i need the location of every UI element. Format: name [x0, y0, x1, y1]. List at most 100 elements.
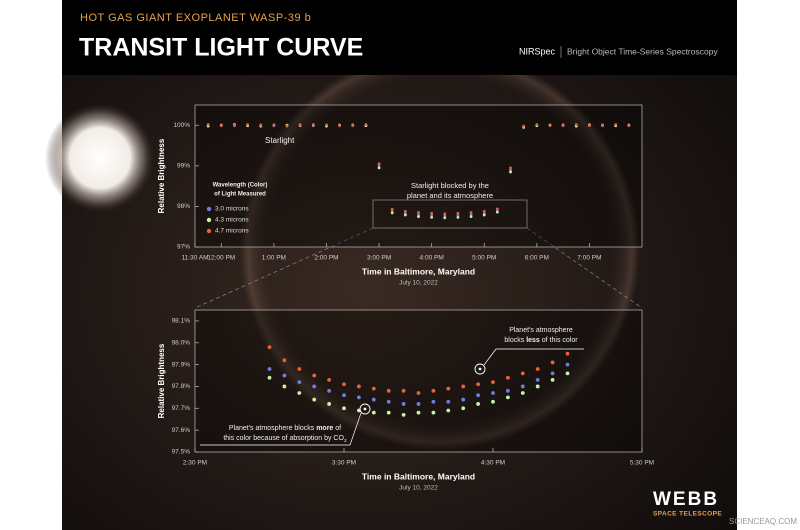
star-glow	[45, 103, 155, 213]
data-point	[351, 123, 355, 127]
data-point	[297, 367, 302, 371]
data-point	[469, 211, 473, 214]
data-point	[601, 123, 604, 127]
x-tick-label: 7:00 PM	[577, 255, 601, 262]
callout-circle	[474, 363, 486, 375]
data-point	[297, 391, 302, 395]
data-point	[491, 391, 495, 395]
logo-tagline: SPACE TELESCOPE	[653, 511, 722, 518]
data-point	[461, 397, 466, 402]
data-point	[327, 388, 331, 393]
data-point	[325, 123, 328, 127]
data-point	[520, 384, 525, 389]
annotation: this color because of absorption by CO2	[223, 435, 347, 444]
legend-title: Wavelength (Color)	[213, 183, 268, 189]
y-tick-label: 97.9%	[172, 361, 191, 368]
data-point	[456, 213, 460, 217]
data-point	[430, 215, 434, 219]
annotation: Starlight blocked by the	[411, 181, 489, 190]
data-point	[272, 123, 276, 127]
data-point	[522, 124, 526, 128]
data-point	[390, 211, 394, 215]
instrument: NIRSpec	[519, 46, 556, 56]
data-point	[456, 211, 460, 215]
data-point	[416, 410, 421, 415]
zoom-box	[372, 199, 528, 229]
data-point	[377, 164, 381, 168]
data-point	[550, 371, 555, 376]
y-tick-label: 100%	[173, 122, 190, 129]
data-point	[495, 210, 499, 214]
data-point	[219, 124, 223, 128]
annotation-segment: Planet's atmosphere blocks	[229, 425, 316, 432]
data-point	[327, 378, 331, 382]
data-point	[282, 373, 287, 378]
header-subtitle: HOT GAS GIANT EXOPLANET WASP-39 b	[80, 12, 311, 24]
y-axis-label: Relative Brightness	[157, 343, 166, 418]
annotation-segment: Starlight blocked by the	[411, 181, 489, 190]
data-point	[386, 410, 391, 415]
y-tick-label: 97.7%	[172, 405, 191, 412]
data-point	[627, 124, 631, 128]
data-point	[476, 402, 480, 406]
data-point	[443, 212, 447, 216]
plot-frame	[194, 309, 643, 453]
data-point	[588, 124, 591, 128]
data-point	[443, 214, 447, 218]
x-tick-label: 1:00 PM	[262, 255, 286, 262]
data-point	[520, 391, 525, 395]
data-point	[469, 213, 473, 216]
data-point	[364, 123, 368, 126]
data-point	[403, 209, 407, 213]
watermark: SCIENCEAQ.COM	[729, 517, 797, 526]
data-point	[509, 168, 512, 172]
plot-frame	[194, 104, 643, 248]
data-point	[386, 388, 391, 393]
data-point	[476, 382, 480, 387]
x-tick-label: 4:30 PM	[481, 460, 505, 467]
data-point	[550, 378, 555, 382]
data-point	[338, 124, 342, 128]
data-point	[456, 215, 460, 219]
data-point	[311, 123, 315, 126]
x-tick-label: 3:30 PM	[332, 460, 356, 467]
header-title: TRANSIT LIGHT CURVE	[79, 34, 363, 62]
annotation-segment: less	[526, 337, 540, 344]
data-point	[495, 207, 499, 211]
data-point	[506, 388, 510, 393]
data-point	[431, 388, 436, 393]
data-point	[509, 170, 512, 174]
legend-label: 4.3 microns	[215, 217, 249, 224]
data-point	[371, 386, 376, 391]
callout-line	[200, 412, 362, 446]
data-point	[416, 402, 421, 406]
data-point	[259, 123, 263, 127]
data-point	[446, 399, 451, 404]
header-band	[62, 0, 737, 75]
data-point	[342, 406, 346, 411]
annotation-segment: of	[333, 425, 341, 432]
data-point	[416, 391, 421, 395]
annotation: Planet's atmosphere	[509, 327, 573, 334]
y-tick-label: 97.5%	[172, 449, 191, 456]
data-point	[267, 345, 272, 350]
data-point	[535, 384, 540, 389]
data-point	[312, 384, 317, 389]
annotation: Planet's atmosphere blocks more of	[229, 425, 341, 432]
y-tick-label: 97.6%	[172, 427, 191, 434]
annotation-segment: blocks	[504, 337, 526, 344]
x-axis-sublabel: July 10, 2022	[399, 485, 438, 492]
data-point	[342, 382, 346, 387]
callout-circle	[359, 403, 371, 415]
x-tick-label: 12:00 PM	[207, 255, 235, 262]
data-point	[390, 207, 394, 211]
data-point	[446, 408, 451, 413]
y-tick-label: 98.0%	[172, 339, 191, 346]
data-point	[401, 412, 406, 417]
data-point	[233, 123, 236, 127]
data-point	[565, 371, 570, 376]
x-tick-label: 4:00 PM	[420, 255, 444, 262]
annotation-segment: of this color	[540, 337, 578, 344]
data-point	[417, 211, 420, 214]
